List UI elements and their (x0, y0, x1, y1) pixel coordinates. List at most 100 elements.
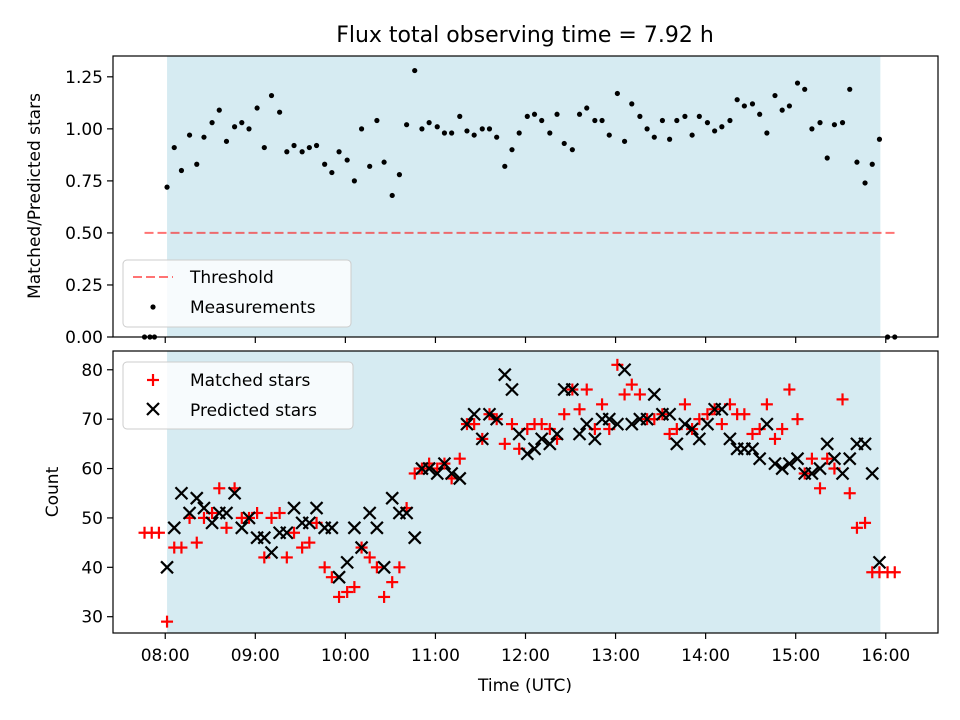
count-legend: Matched stars Predicted stars (122, 361, 354, 430)
matched-star-point (370, 561, 383, 574)
x-tick-label: 10:00 (321, 646, 370, 666)
x-axis-label: Time (UTC) (477, 676, 572, 696)
measurement-points (141, 67, 898, 340)
measurement-point (209, 120, 215, 126)
matched-star-point (341, 586, 354, 599)
matched-star-point (580, 383, 593, 396)
predicted-star-point (760, 417, 774, 431)
matched-star-point (468, 418, 481, 431)
measurement-point (772, 92, 778, 99)
measurement-point (389, 192, 395, 199)
matched-star-point (776, 423, 789, 436)
matched-star-point (611, 358, 624, 371)
y-tick-label: 40 (81, 558, 103, 578)
matched-star-point (633, 388, 646, 401)
legend-matched-label: Matched stars (190, 371, 310, 391)
predicted-star-point (235, 521, 249, 535)
matched-star-point (265, 511, 278, 524)
y-tick-label: 70 (81, 410, 103, 430)
x-tick-label: 15:00 (771, 646, 820, 666)
matched-star-point (296, 541, 309, 554)
measurement-point (592, 117, 598, 124)
measurement-point (749, 101, 756, 107)
measurement-point (854, 159, 860, 165)
predicted-star-point (489, 412, 504, 426)
matched-star-point (535, 418, 548, 431)
measurement-point (223, 138, 230, 144)
legend-predicted-swatch (146, 402, 160, 416)
predicted-star-point (370, 521, 384, 535)
measurement-point (449, 130, 455, 136)
predicted-star-point (205, 516, 219, 530)
measurement-point (719, 124, 725, 130)
measurement-point (171, 144, 177, 151)
x-tick-label: 11:00 (411, 646, 460, 666)
predicted-star-point (354, 540, 369, 555)
measurement-point (239, 120, 245, 126)
predicted-star-point (399, 506, 414, 520)
predicted-star-point (482, 407, 497, 421)
matched-star-point (843, 487, 856, 500)
matched-star-point (850, 521, 863, 534)
matched-star-point (859, 516, 872, 529)
matched-star-point (715, 418, 728, 431)
matched-star-point (768, 432, 781, 445)
measurement-point (494, 134, 500, 140)
matched-star-point (836, 393, 849, 406)
measurement-point (674, 117, 680, 124)
matched-star-point (378, 590, 391, 603)
measurement-point (667, 136, 673, 142)
predicted-star-point (647, 387, 662, 402)
predicted-star-point (835, 466, 850, 481)
measurement-point (689, 132, 695, 138)
measurement-point (727, 117, 733, 124)
measurement-point (306, 144, 312, 151)
predicted-star-point (498, 367, 512, 382)
predicted-star-point (827, 451, 842, 466)
y-tick-label: 0.75 (65, 172, 103, 192)
predicted-star-point (640, 412, 654, 426)
measurement-point (599, 117, 605, 124)
predicted-star-point (362, 506, 377, 520)
measurement-point (268, 92, 275, 99)
legend-matched-swatch (147, 374, 159, 386)
matched-star-point (596, 398, 609, 411)
matched-star-point (348, 581, 361, 594)
count-panel: 30 40 50 60 70 80 08:00 09:00 10:00 11:00 12:00 13… (43, 350, 939, 696)
predicted-star-point (752, 451, 767, 466)
ratio-y-ticks: 0.00 0.25 0.50 0.75 1.00 1.25 (65, 68, 113, 348)
measurement-point (554, 111, 560, 117)
predicted-star-point (385, 491, 399, 505)
predicted-star-point (579, 417, 594, 431)
measurement-point (358, 126, 365, 132)
ratio-y-axis-label: Matched/Predicted stars (25, 93, 45, 299)
measurement-point (584, 105, 590, 111)
measurement-point (847, 86, 853, 92)
predicted-star-point (347, 521, 362, 535)
predicted-star-point (662, 407, 677, 421)
count-plot-frame (112, 350, 939, 634)
measurement-point (651, 134, 657, 140)
predicted-star-point (723, 432, 737, 446)
predicted-star-point (460, 417, 474, 431)
measurement-point (351, 178, 357, 184)
predicted-star-point (452, 471, 467, 486)
predicted-star-point (325, 521, 339, 535)
predicted-star-point (167, 521, 182, 535)
measurement-point (426, 120, 432, 126)
predicted-star-point (264, 545, 279, 560)
measurement-point (794, 80, 801, 86)
predicted-star-point (475, 432, 490, 446)
x-tick-label: 16:00 (861, 646, 910, 666)
measurement-point (336, 149, 342, 155)
matched-star-point (678, 398, 691, 411)
measurement-point (246, 126, 252, 132)
measurement-point (757, 111, 763, 117)
x-tick-label: 13:00 (591, 646, 640, 666)
measurement-point (464, 128, 470, 134)
measurement-point (696, 113, 702, 119)
x-tick-label: 09:00 (231, 646, 280, 666)
predicted-star-point (197, 501, 211, 515)
measurement-point (344, 157, 350, 163)
predicted-star-point (520, 446, 535, 461)
